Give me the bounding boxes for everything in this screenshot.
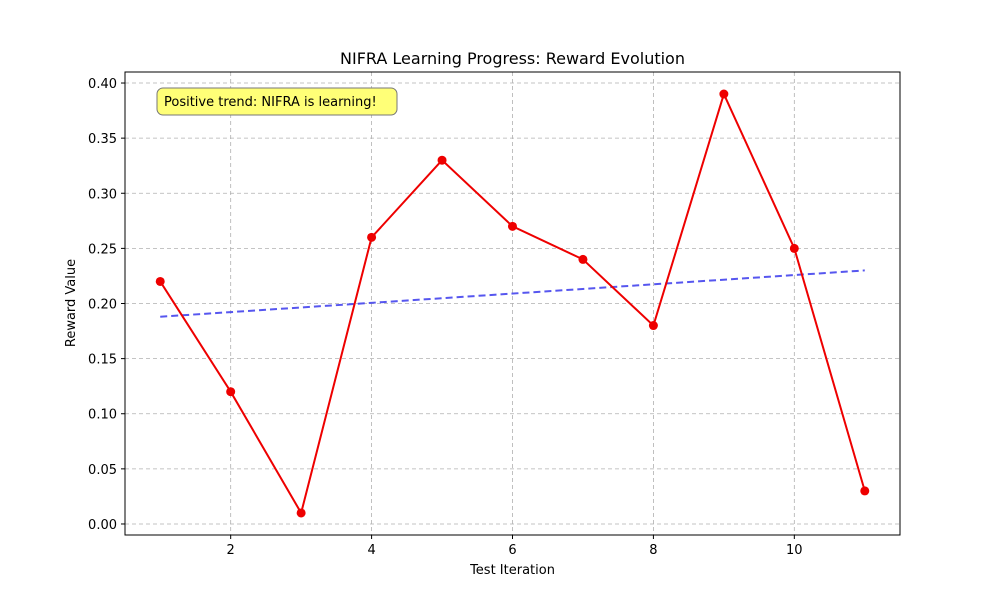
annotation-box: Positive trend: NIFRA is learning!: [156, 87, 398, 116]
x-tick-label: 2: [227, 543, 235, 558]
y-axis-label: Reward Value: [64, 259, 79, 347]
y-tick-label: 0.15: [88, 353, 117, 368]
data-point: [719, 89, 729, 99]
data-point: [155, 276, 165, 286]
x-tick-label: 10: [786, 543, 803, 558]
y-tick-label: 0.20: [88, 298, 117, 313]
data-point: [578, 254, 588, 264]
data-point: [648, 321, 658, 331]
data-point: [367, 232, 377, 242]
y-tick-label: 0.35: [88, 132, 117, 147]
x-tick-label: 8: [649, 543, 657, 558]
y-tick-label: 0.00: [88, 518, 117, 533]
x-axis-label: Test Iteration: [469, 563, 555, 578]
data-point: [437, 155, 447, 165]
annotation-text: Positive trend: NIFRA is learning!: [164, 95, 377, 110]
x-tick-label: 6: [508, 543, 516, 558]
grid: [125, 72, 900, 535]
y-tick-label: 0.25: [88, 242, 117, 257]
trend-line: [160, 269, 865, 318]
data-point: [296, 508, 306, 518]
x-tick-label: 4: [367, 543, 375, 558]
annotation-background: [156, 87, 398, 116]
ticks: 2 4 6 8 10 0.00 0.05 0.10 0.15 0.20 0.25 0.30 0.35 0.…: [88, 77, 803, 558]
data-point: [226, 387, 236, 397]
data-point: [789, 243, 799, 253]
y-tick-label: 0.05: [88, 463, 117, 478]
data-point: [860, 486, 870, 496]
y-tick-label: 0.10: [88, 408, 117, 423]
series-layer: [155, 89, 870, 518]
data-point: [508, 221, 517, 231]
y-tick-label: 0.40: [88, 77, 117, 92]
trend-layer: [160, 269, 865, 318]
y-tick-label: 0.30: [88, 187, 117, 202]
chart-title: NIFRA Learning Progress: Reward Evolutio…: [340, 49, 685, 68]
